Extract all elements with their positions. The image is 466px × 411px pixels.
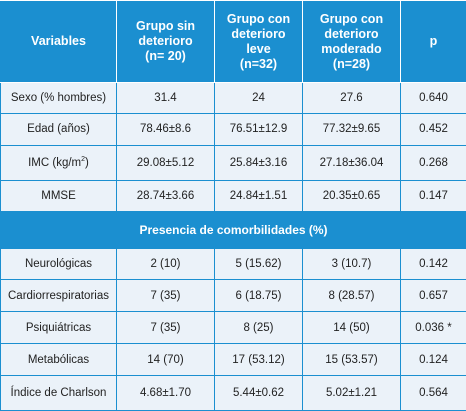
cell-sin: 14 (70): [116, 343, 215, 376]
cell-p: 0.142: [400, 247, 466, 281]
header-grupo-deterioro-moderado: Grupo con deterioro moderado (n=28): [302, 0, 401, 83]
cell-p: 0.564: [400, 374, 466, 411]
imc-label: IMC (kg/m: [28, 156, 82, 169]
row-label: Psiquiátricas: [0, 311, 117, 345]
cell-leve: 24: [214, 82, 303, 114]
cell-moderado: 27.6: [302, 82, 401, 114]
header-grupo-deterioro-leve: Grupo con deterioro leve (n=32): [214, 0, 303, 83]
cell-sin: 28.74±3.66: [116, 179, 215, 213]
header-p: p: [400, 0, 466, 83]
table-row: MMSE 28.74±3.66 24.84±1.51 20.35±0.65 0.…: [0, 179, 466, 213]
cell-p: 0.147: [400, 179, 466, 213]
cell-leve: 8 (25): [214, 311, 303, 345]
cell-moderado: 77.32±9.65: [302, 112, 401, 146]
cell-moderado: 3 (10.7): [302, 247, 401, 281]
row-label: Neurológicas: [0, 247, 117, 281]
cell-moderado: 8 (28.57): [302, 279, 401, 313]
cell-moderado: 15 (53.57): [302, 343, 401, 376]
cell-sin: 2 (10): [116, 247, 215, 281]
cell-leve: 5.44±0.62: [214, 374, 303, 411]
imc-exponent: 2: [81, 155, 86, 163]
table-row: Sexo (% hombres) 31.4 24 27.6 0.640: [0, 82, 466, 114]
table-row: Cardiorrespiratorias 7 (35) 6 (18.75) 8 …: [0, 279, 466, 313]
header-variables: Variables: [0, 0, 117, 83]
imc-label-end: ): [85, 156, 89, 169]
cell-sin: 7 (35): [116, 311, 215, 345]
cell-p: 0.036 *: [400, 311, 466, 345]
row-label: Metabólicas: [0, 343, 117, 376]
section-title: Presencia de comorbilidades (%): [0, 211, 466, 249]
table-row: Índice de Charlson 4.68±1.70 5.44±0.62 5…: [0, 374, 466, 411]
row-label: Sexo (% hombres): [0, 82, 117, 114]
cell-moderado: 5.02±1.21: [302, 374, 401, 411]
cell-sin: 78.46±8.6: [116, 112, 215, 146]
cell-p: 0.452: [400, 112, 466, 146]
cell-moderado: 27.18±36.04: [302, 144, 401, 181]
table-row: Metabólicas 14 (70) 17 (53.12) 15 (53.57…: [0, 343, 466, 376]
header-row: Variables Grupo sin deterioro (n= 20) Gr…: [0, 0, 466, 83]
cell-leve: 5 (15.62): [214, 247, 303, 281]
cell-leve: 76.51±12.9: [214, 112, 303, 146]
cell-sin: 4.68±1.70: [116, 374, 215, 411]
cell-p: 0.657: [400, 279, 466, 313]
cell-sin: 29.08±5.12: [116, 144, 215, 181]
row-label: Cardiorrespiratorias: [0, 279, 117, 313]
row-label: IMC (kg/m2): [0, 144, 117, 181]
cell-leve: 17 (53.12): [214, 343, 303, 376]
header-grupo-sin-deterioro: Grupo sin deterioro (n= 20): [116, 0, 215, 83]
table-row: Psiquiátricas 7 (35) 8 (25) 14 (50) 0.03…: [0, 311, 466, 345]
section-row: Presencia de comorbilidades (%): [0, 211, 466, 249]
row-label: MMSE: [0, 179, 117, 213]
table-row: Edad (años) 78.46±8.6 76.51±12.9 77.32±9…: [0, 112, 466, 146]
cell-sin: 31.4: [116, 82, 215, 114]
cell-moderado: 14 (50): [302, 311, 401, 345]
row-label: Edad (años): [0, 112, 117, 146]
cell-moderado: 20.35±0.65: [302, 179, 401, 213]
cell-p: 0.124: [400, 343, 466, 376]
cell-leve: 24.84±1.51: [214, 179, 303, 213]
row-label: Índice de Charlson: [0, 374, 117, 411]
cell-p: 0.268: [400, 144, 466, 181]
cell-leve: 25.84±3.16: [214, 144, 303, 181]
cell-sin: 7 (35): [116, 279, 215, 313]
table-row: Neurológicas 2 (10) 5 (15.62) 3 (10.7) 0…: [0, 247, 466, 281]
table-row: IMC (kg/m2) 29.08±5.12 25.84±3.16 27.18±…: [0, 144, 466, 181]
cell-leve: 6 (18.75): [214, 279, 303, 313]
cell-p: 0.640: [400, 82, 466, 114]
